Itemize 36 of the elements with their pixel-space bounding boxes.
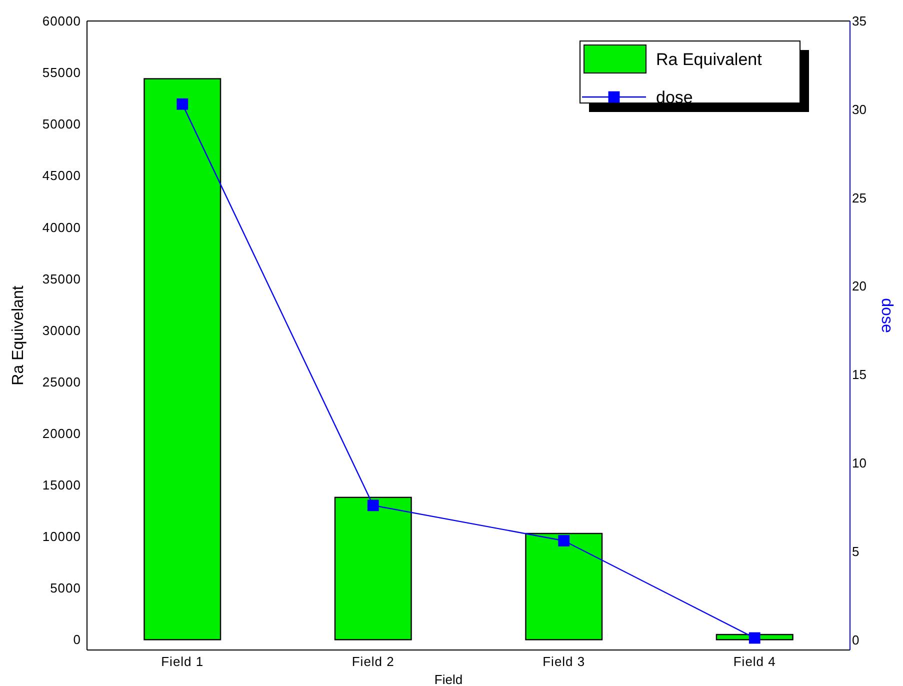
y2-tick-label: 10 — [852, 456, 866, 471]
y-tick-label: 10000 — [42, 529, 81, 544]
y-tick-label: 55000 — [42, 65, 81, 80]
point — [558, 535, 570, 546]
x-tick-label: Field 4 — [733, 654, 776, 669]
y2-tick-label: 35 — [852, 14, 866, 29]
y-tick-label: 5000 — [50, 580, 81, 596]
y2-tick-label: 30 — [852, 102, 866, 117]
y-axis-title: Ra Equivelant — [10, 285, 27, 386]
y-tick-label: 60000 — [42, 14, 81, 29]
y-tick-label: 20000 — [42, 426, 81, 442]
y2-tick-label: 0 — [852, 632, 860, 648]
point — [176, 98, 188, 110]
legend-label: Ra Equivalent — [656, 50, 762, 69]
bar — [144, 78, 222, 640]
y2-axis-title: dose — [878, 298, 895, 333]
y-tick-label: 35000 — [42, 271, 81, 286]
y2-tick-label: 5 — [852, 544, 860, 559]
y-tick-label: 0 — [73, 632, 81, 648]
bar — [334, 496, 412, 640]
y-tick-label: 25000 — [42, 374, 81, 390]
x-tick-label: Field 2 — [352, 654, 394, 669]
point — [367, 500, 379, 512]
x-tick-label: Field 1 — [161, 654, 204, 669]
bar — [525, 532, 603, 640]
y2-tick-label: 25 — [852, 190, 866, 206]
y-tick-label: 40000 — [42, 220, 81, 235]
x-tick-label: Field 3 — [542, 654, 586, 669]
y2-tick-label: 20 — [852, 278, 866, 294]
y-tick-label: 30000 — [42, 322, 81, 338]
y2-tick-label: 15 — [852, 367, 866, 382]
point — [748, 632, 760, 644]
y-tick-label: 15000 — [42, 478, 81, 493]
x-axis-title: Field — [434, 672, 463, 686]
y-tick-label: 45000 — [42, 168, 81, 184]
y-tick-label: 50000 — [42, 116, 81, 132]
